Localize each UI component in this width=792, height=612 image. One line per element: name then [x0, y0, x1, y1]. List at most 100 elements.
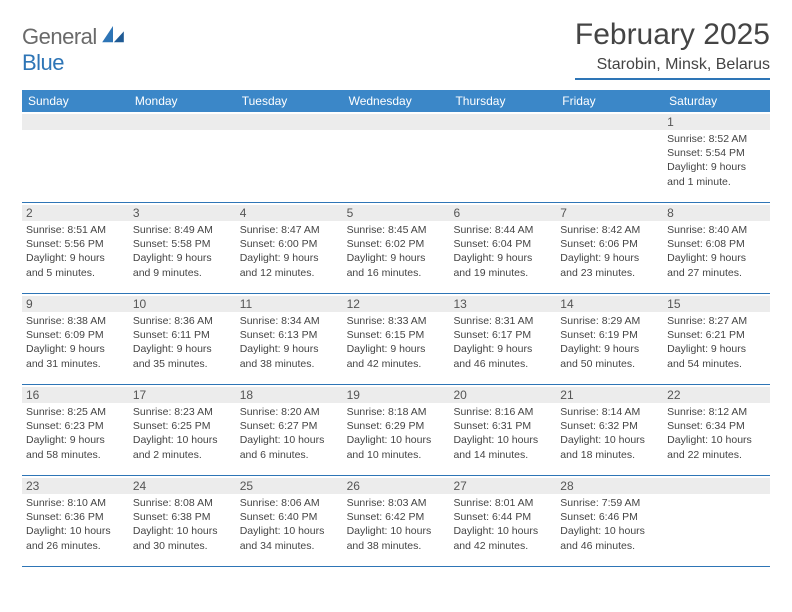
daylight-text: and 34 minutes. [240, 539, 339, 553]
weekday-header: Monday [129, 90, 236, 112]
day-cell: 10Sunrise: 8:36 AMSunset: 6:11 PMDayligh… [129, 294, 236, 384]
daylight-text: and 46 minutes. [453, 357, 552, 371]
daylight-text: Daylight: 10 hours [26, 524, 125, 538]
weeks-container: 1Sunrise: 8:52 AMSunset: 5:54 PMDaylight… [22, 112, 770, 567]
daylight-text: Daylight: 9 hours [26, 342, 125, 356]
weekday-header: Tuesday [236, 90, 343, 112]
sunrise-text: Sunrise: 8:33 AM [347, 314, 446, 328]
sunset-text: Sunset: 6:31 PM [453, 419, 552, 433]
sunrise-text: Sunrise: 8:27 AM [667, 314, 766, 328]
daylight-text: and 58 minutes. [26, 448, 125, 462]
daylight-text: and 38 minutes. [347, 539, 446, 553]
daylight-text: and 1 minute. [667, 175, 766, 189]
daylight-text: Daylight: 10 hours [347, 433, 446, 447]
daylight-text: Daylight: 10 hours [133, 524, 232, 538]
sunrise-text: Sunrise: 8:38 AM [26, 314, 125, 328]
title-block: February 2025 Starobin, Minsk, Belarus [575, 18, 770, 80]
sunset-text: Sunset: 6:38 PM [133, 510, 232, 524]
day-cell: 6Sunrise: 8:44 AMSunset: 6:04 PMDaylight… [449, 203, 556, 293]
sunset-text: Sunset: 6:13 PM [240, 328, 339, 342]
sunrise-text: Sunrise: 8:40 AM [667, 223, 766, 237]
sunrise-text: Sunrise: 8:47 AM [240, 223, 339, 237]
day-cell [129, 112, 236, 202]
daylight-text: and 23 minutes. [560, 266, 659, 280]
day-number: 4 [236, 205, 343, 221]
day-number: 7 [556, 205, 663, 221]
daylight-text: Daylight: 9 hours [347, 342, 446, 356]
day-cell: 19Sunrise: 8:18 AMSunset: 6:29 PMDayligh… [343, 385, 450, 475]
day-cell: 9Sunrise: 8:38 AMSunset: 6:09 PMDaylight… [22, 294, 129, 384]
daylight-text: Daylight: 9 hours [26, 251, 125, 265]
location-subtitle: Starobin, Minsk, Belarus [575, 56, 770, 80]
day-number: 22 [663, 387, 770, 403]
day-number: 14 [556, 296, 663, 312]
brand-logo: General Blue [22, 24, 124, 76]
page-header: General Blue February 2025 Starobin, Min… [22, 18, 770, 80]
daylight-text: and 26 minutes. [26, 539, 125, 553]
daylight-text: and 46 minutes. [560, 539, 659, 553]
day-cell: 22Sunrise: 8:12 AMSunset: 6:34 PMDayligh… [663, 385, 770, 475]
day-number: 13 [449, 296, 556, 312]
daylight-text: and 42 minutes. [347, 357, 446, 371]
day-cell: 5Sunrise: 8:45 AMSunset: 6:02 PMDaylight… [343, 203, 450, 293]
day-number: 11 [236, 296, 343, 312]
day-number [343, 114, 450, 130]
daylight-text: and 22 minutes. [667, 448, 766, 462]
sunrise-text: Sunrise: 8:08 AM [133, 496, 232, 510]
logo-word-general: General [22, 24, 97, 49]
weekday-header: Thursday [449, 90, 556, 112]
daylight-text: Daylight: 10 hours [560, 433, 659, 447]
day-number [449, 114, 556, 130]
day-number: 20 [449, 387, 556, 403]
sunrise-text: Sunrise: 8:23 AM [133, 405, 232, 419]
day-cell [22, 112, 129, 202]
day-cell: 16Sunrise: 8:25 AMSunset: 6:23 PMDayligh… [22, 385, 129, 475]
daylight-text: and 16 minutes. [347, 266, 446, 280]
sail-icon [102, 26, 124, 44]
day-number: 24 [129, 478, 236, 494]
sunset-text: Sunset: 6:29 PM [347, 419, 446, 433]
daylight-text: and 12 minutes. [240, 266, 339, 280]
daylight-text: and 14 minutes. [453, 448, 552, 462]
daylight-text: Daylight: 9 hours [133, 342, 232, 356]
day-cell: 3Sunrise: 8:49 AMSunset: 5:58 PMDaylight… [129, 203, 236, 293]
day-cell: 7Sunrise: 8:42 AMSunset: 6:06 PMDaylight… [556, 203, 663, 293]
week-row: 9Sunrise: 8:38 AMSunset: 6:09 PMDaylight… [22, 294, 770, 385]
day-cell: 18Sunrise: 8:20 AMSunset: 6:27 PMDayligh… [236, 385, 343, 475]
weekday-header-row: Sunday Monday Tuesday Wednesday Thursday… [22, 90, 770, 112]
daylight-text: and 31 minutes. [26, 357, 125, 371]
daylight-text: Daylight: 9 hours [240, 251, 339, 265]
sunrise-text: Sunrise: 8:45 AM [347, 223, 446, 237]
week-row: 1Sunrise: 8:52 AMSunset: 5:54 PMDaylight… [22, 112, 770, 203]
day-cell: 1Sunrise: 8:52 AMSunset: 5:54 PMDaylight… [663, 112, 770, 202]
sunrise-text: Sunrise: 8:14 AM [560, 405, 659, 419]
calendar-page: General Blue February 2025 Starobin, Min… [0, 0, 792, 567]
day-cell: 8Sunrise: 8:40 AMSunset: 6:08 PMDaylight… [663, 203, 770, 293]
daylight-text: Daylight: 10 hours [133, 433, 232, 447]
daylight-text: Daylight: 10 hours [240, 524, 339, 538]
sunset-text: Sunset: 5:56 PM [26, 237, 125, 251]
day-cell: 17Sunrise: 8:23 AMSunset: 6:25 PMDayligh… [129, 385, 236, 475]
day-cell: 21Sunrise: 8:14 AMSunset: 6:32 PMDayligh… [556, 385, 663, 475]
daylight-text: Daylight: 9 hours [453, 342, 552, 356]
daylight-text: Daylight: 10 hours [240, 433, 339, 447]
day-cell: 13Sunrise: 8:31 AMSunset: 6:17 PMDayligh… [449, 294, 556, 384]
day-cell: 25Sunrise: 8:06 AMSunset: 6:40 PMDayligh… [236, 476, 343, 566]
daylight-text: and 19 minutes. [453, 266, 552, 280]
daylight-text: Daylight: 9 hours [133, 251, 232, 265]
sunset-text: Sunset: 6:00 PM [240, 237, 339, 251]
sunset-text: Sunset: 6:27 PM [240, 419, 339, 433]
day-cell: 12Sunrise: 8:33 AMSunset: 6:15 PMDayligh… [343, 294, 450, 384]
day-number: 27 [449, 478, 556, 494]
sunset-text: Sunset: 6:32 PM [560, 419, 659, 433]
day-number [236, 114, 343, 130]
day-cell: 14Sunrise: 8:29 AMSunset: 6:19 PMDayligh… [556, 294, 663, 384]
daylight-text: Daylight: 9 hours [560, 251, 659, 265]
sunrise-text: Sunrise: 8:03 AM [347, 496, 446, 510]
day-cell: 23Sunrise: 8:10 AMSunset: 6:36 PMDayligh… [22, 476, 129, 566]
daylight-text: and 42 minutes. [453, 539, 552, 553]
sunset-text: Sunset: 6:25 PM [133, 419, 232, 433]
day-cell: 28Sunrise: 7:59 AMSunset: 6:46 PMDayligh… [556, 476, 663, 566]
daylight-text: and 27 minutes. [667, 266, 766, 280]
sunrise-text: Sunrise: 8:25 AM [26, 405, 125, 419]
